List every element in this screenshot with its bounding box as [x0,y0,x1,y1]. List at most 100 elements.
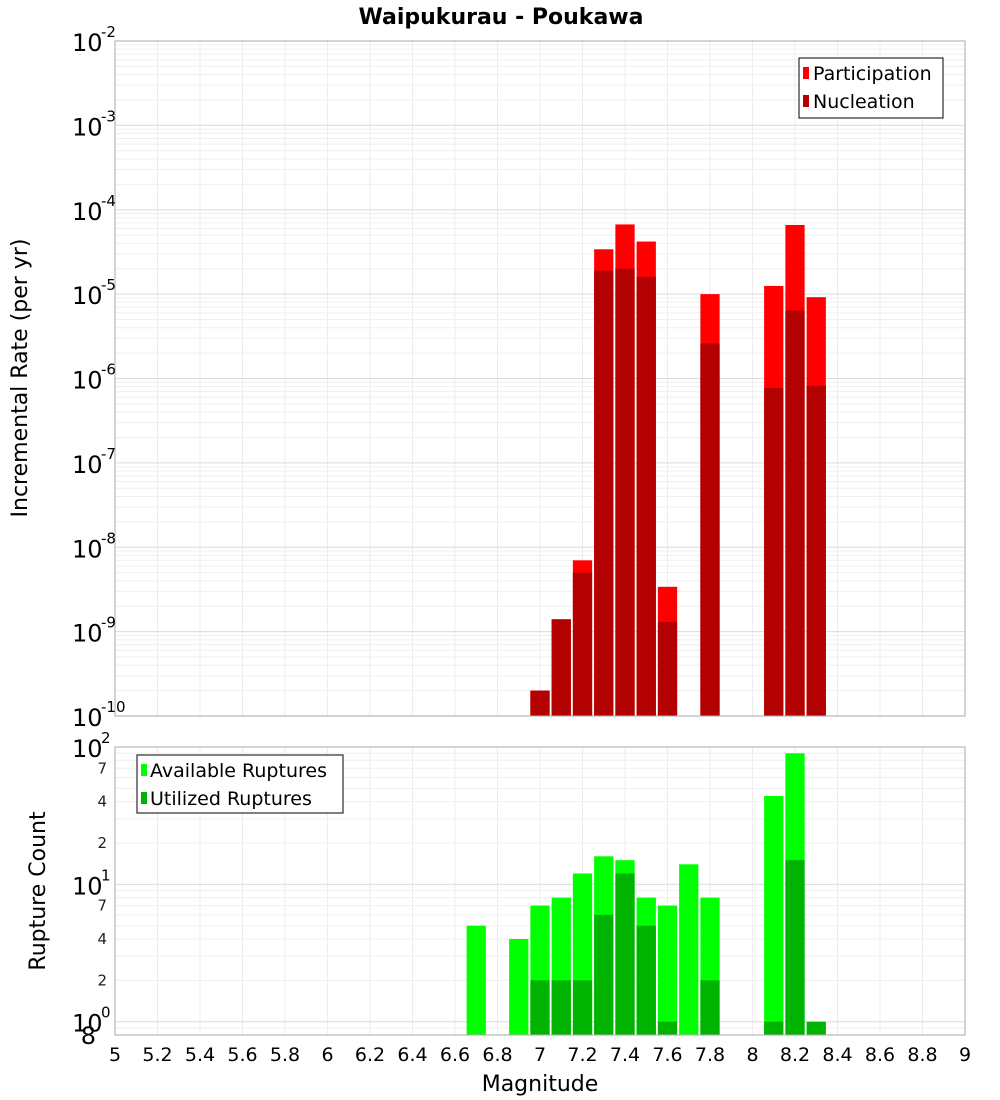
utilized-ruptures-bar [785,860,805,1035]
nucleation-bar [657,622,678,716]
nucleation-bar [764,388,784,716]
count-y-tick-label: 10 [72,1010,103,1038]
x-tick-label: 8.2 [780,1044,810,1066]
utilized-legend-label: Utilized Ruptures [150,788,312,810]
rate-y-tick-exponent: -8 [101,529,116,547]
nucleation-bar [615,268,635,716]
rate-y-tick-label: 10 [72,367,103,395]
utilized-ruptures-bar [594,914,614,1035]
available-ruptures-bar [657,905,678,1035]
rate-plot-frame [114,40,966,717]
count-y-axis-label: Rupture Count [26,811,51,971]
utilized-ruptures-bar [530,980,550,1035]
x-tick-label: 6.2 [355,1044,385,1066]
available-ruptures-bar [764,795,784,1035]
rate-y-tick-label: 10 [72,704,103,732]
rate-y-tick-exponent: -6 [101,361,116,379]
nucleation-bar [806,385,826,716]
nucleation-legend-label: Nucleation [813,91,915,113]
x-tick-label: 8.4 [822,1044,852,1066]
x-tick-label: 7.8 [695,1044,725,1066]
nucleation-bar [572,572,593,716]
rate-y-tick-label: 10 [72,29,103,57]
utilized-ruptures-bar [615,873,635,1035]
count-y-tick-exponent: 0 [101,1004,111,1022]
available-legend-label: Available Ruptures [150,760,327,782]
rate-legend: Participation Nucleation [798,57,944,119]
x-tick-label: 7.2 [567,1044,597,1066]
chart-title: Waipukurau - Poukawa [359,5,644,30]
utilized-ruptures-bar [636,925,656,1035]
rate-y-tick-exponent: -10 [101,698,126,716]
rate-y-tick-label: 10 [72,282,103,310]
x-tick-label: 6.6 [440,1044,470,1066]
available-ruptures-bar [679,864,699,1035]
available-ruptures-bar [509,939,529,1035]
x-tick-label: 5.6 [227,1044,257,1066]
rate-grid [114,41,966,717]
x-tick-label: 5 [109,1044,121,1066]
nucleation-bar [551,619,571,716]
count-y-minor-tick-label: 2 [97,834,107,852]
count-y-minor-tick-label: 4 [97,793,107,811]
utilized-ruptures-bar [657,1021,678,1035]
utilized-ruptures-bar [572,980,593,1035]
x-tick-label: 6.4 [397,1044,427,1066]
x-tick-label: 6.8 [482,1044,512,1066]
x-axis-label: Magnitude [482,1072,599,1097]
x-tick-label: 6 [321,1044,333,1066]
nucleation-bar [700,343,720,716]
rate-bars [530,224,826,717]
count-plot-frame [114,746,966,1036]
nucleation-bar [636,276,656,716]
count-legend-box [136,754,344,814]
nucleation-bar [594,270,614,716]
x-tick-label: 8.8 [907,1044,937,1066]
x-tick-label: 7 [534,1044,546,1066]
count-y-minor-tick-label: 4 [97,930,107,948]
x-tick-label: 5.4 [185,1044,215,1066]
utilized-legend-swatch [141,792,147,804]
available-ruptures-bar [466,925,486,1035]
rate-y-tick-label: 10 [72,451,103,479]
rate-y-axis-label: Incremental Rate (per yr) [8,239,33,518]
count-y-tick-exponent: 2 [101,729,111,747]
nucleation-bar [530,690,550,716]
rate-y-tick-exponent: -2 [101,23,116,41]
count-y-bottom-label: 8 [81,1022,96,1050]
nucleation-legend-swatch [803,95,809,107]
count-y-minor-tick-label: 7 [97,897,107,915]
count-y-minor-tick-label: 7 [97,759,107,777]
x-tick-label: 9 [959,1044,971,1066]
rate-y-tick-label: 10 [72,113,103,141]
rate-y-tick-exponent: -4 [101,192,116,210]
rate-legend-box [798,57,944,119]
x-tick-label: 7.4 [610,1044,640,1066]
rate-y-tick-exponent: -9 [101,614,116,632]
utilized-ruptures-bar [551,980,571,1035]
rate-y-tick-label: 10 [72,620,103,648]
rate-y-tick-label: 10 [72,198,103,226]
rate-y-tick-exponent: -3 [101,107,116,125]
participation-legend-swatch [803,67,809,79]
count-x-ticks: 5 5.2 5.4 5.6 5.8 6 6.2 6.4 6.6 6.8 7 7.2 7.4 7.6 7.8 8… [109,1044,971,1066]
count-y-tick-exponent: 1 [101,866,111,884]
x-tick-label: 8.6 [865,1044,895,1066]
count-y-tick-label: 10 [72,872,103,900]
rate-y-tick-exponent: -5 [101,276,116,294]
rate-y-tick-label: 10 [72,535,103,563]
utilized-ruptures-bar [806,1021,826,1035]
participation-legend-label: Participation [813,63,932,85]
x-tick-label: 5.2 [142,1044,172,1066]
x-tick-label: 8 [746,1044,758,1066]
rate-y-tick-exponent: -7 [101,445,116,463]
x-tick-label: 7.6 [652,1044,682,1066]
available-legend-swatch [141,764,147,776]
nucleation-bar [785,310,805,716]
